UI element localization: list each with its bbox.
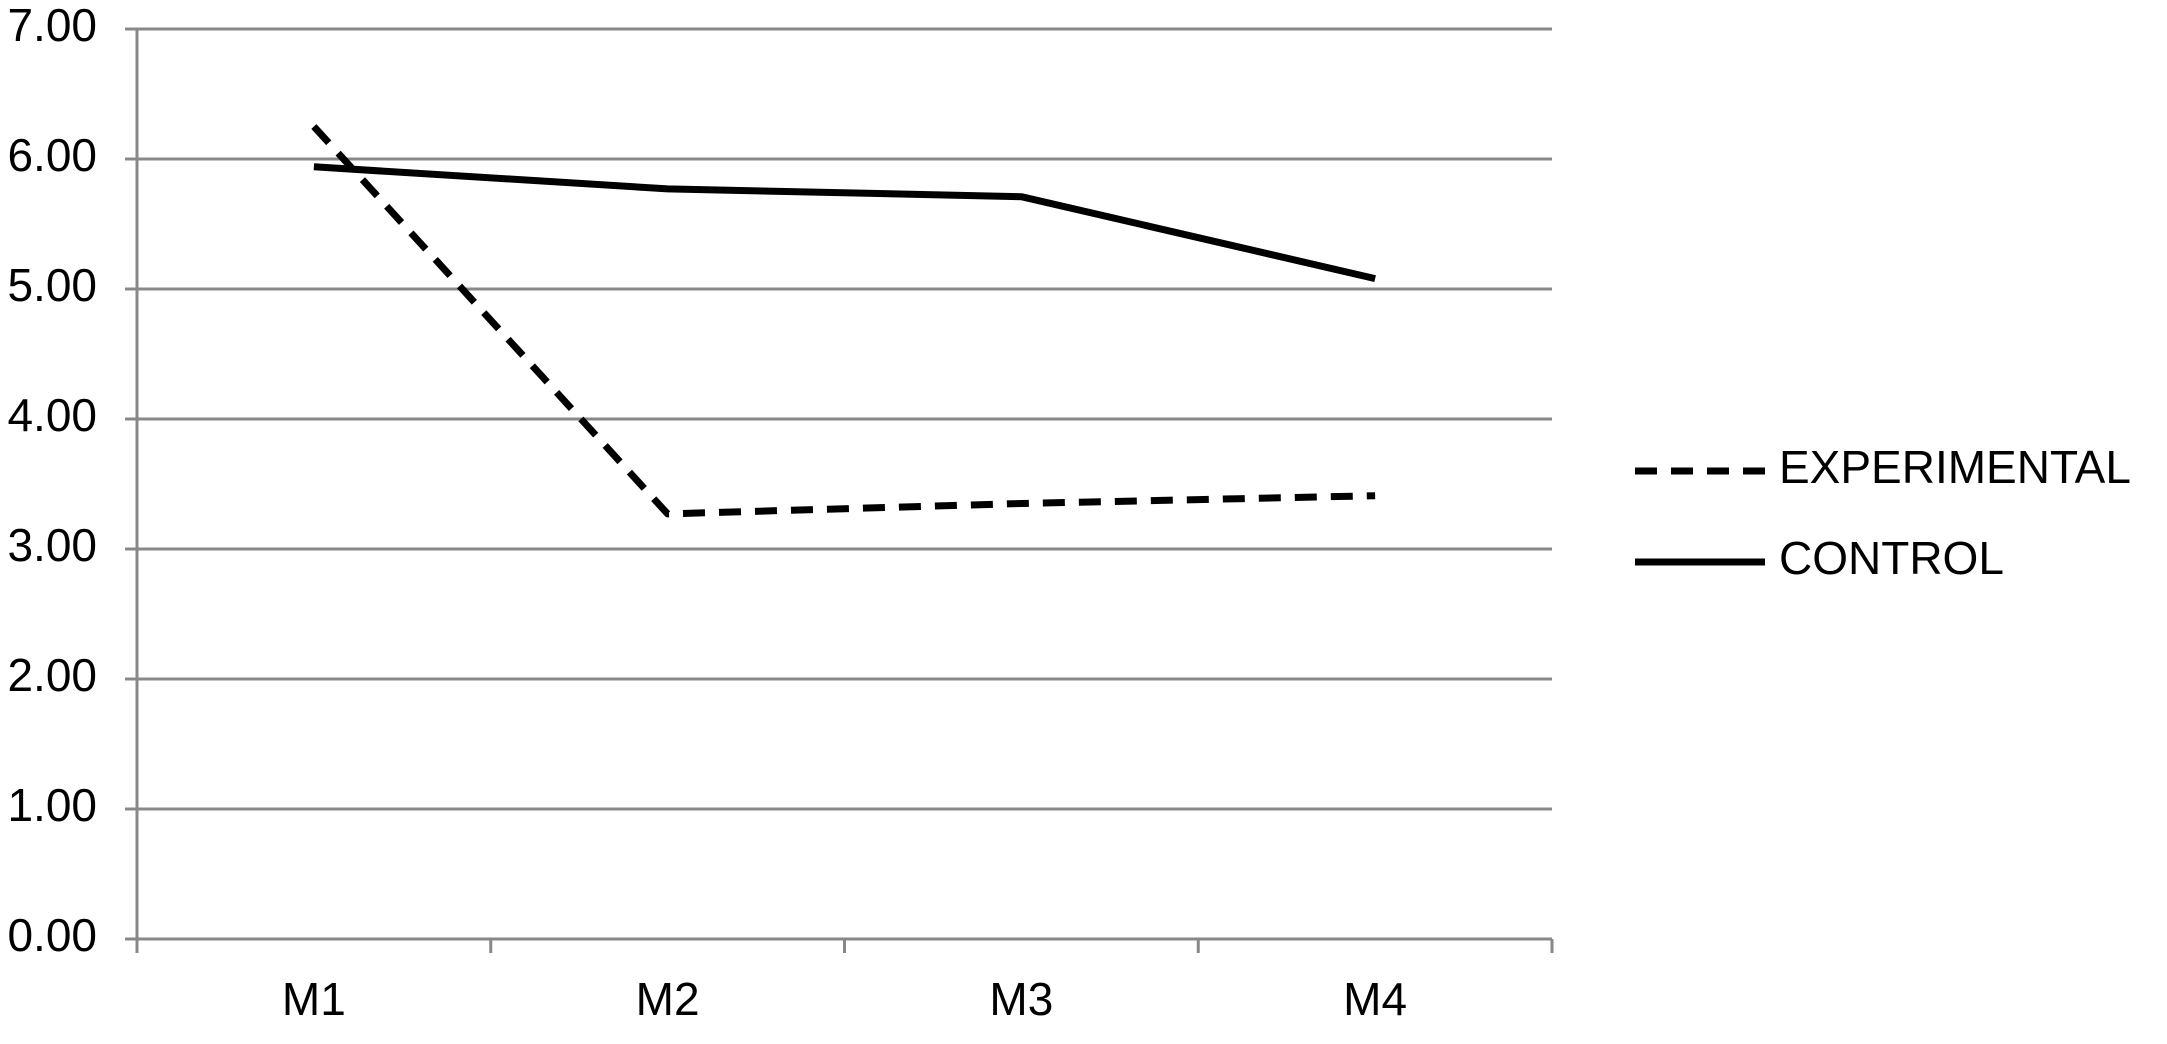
x-tick-label: M4 <box>1343 973 1407 1025</box>
legend-label: EXPERIMENTAL <box>1779 441 2131 493</box>
y-tick-label: 4.00 <box>7 389 97 441</box>
y-tick-label: 6.00 <box>7 129 97 181</box>
y-tick-label: 3.00 <box>7 519 97 571</box>
y-tick-label: 7.00 <box>7 0 97 51</box>
x-tick-label: M2 <box>636 973 700 1025</box>
x-tick-label: M1 <box>282 973 346 1025</box>
legend-label: CONTROL <box>1779 532 2004 584</box>
x-tick-label: M3 <box>989 973 1053 1025</box>
data-line <box>313 163 1376 283</box>
y-tick-label: 2.00 <box>7 649 97 701</box>
y-tick-label: 5.00 <box>7 259 97 311</box>
y-tick-label: 0.00 <box>7 909 97 961</box>
y-tick-label: 1.00 <box>7 779 97 831</box>
data-line <box>311 124 1376 518</box>
